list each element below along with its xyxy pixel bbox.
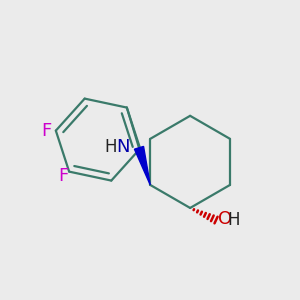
Polygon shape [134,146,150,185]
Text: N: N [116,138,129,156]
Text: F: F [41,122,51,140]
Text: H: H [228,211,240,229]
Text: H: H [104,138,116,156]
Text: O: O [218,210,232,228]
Text: F: F [58,167,68,185]
